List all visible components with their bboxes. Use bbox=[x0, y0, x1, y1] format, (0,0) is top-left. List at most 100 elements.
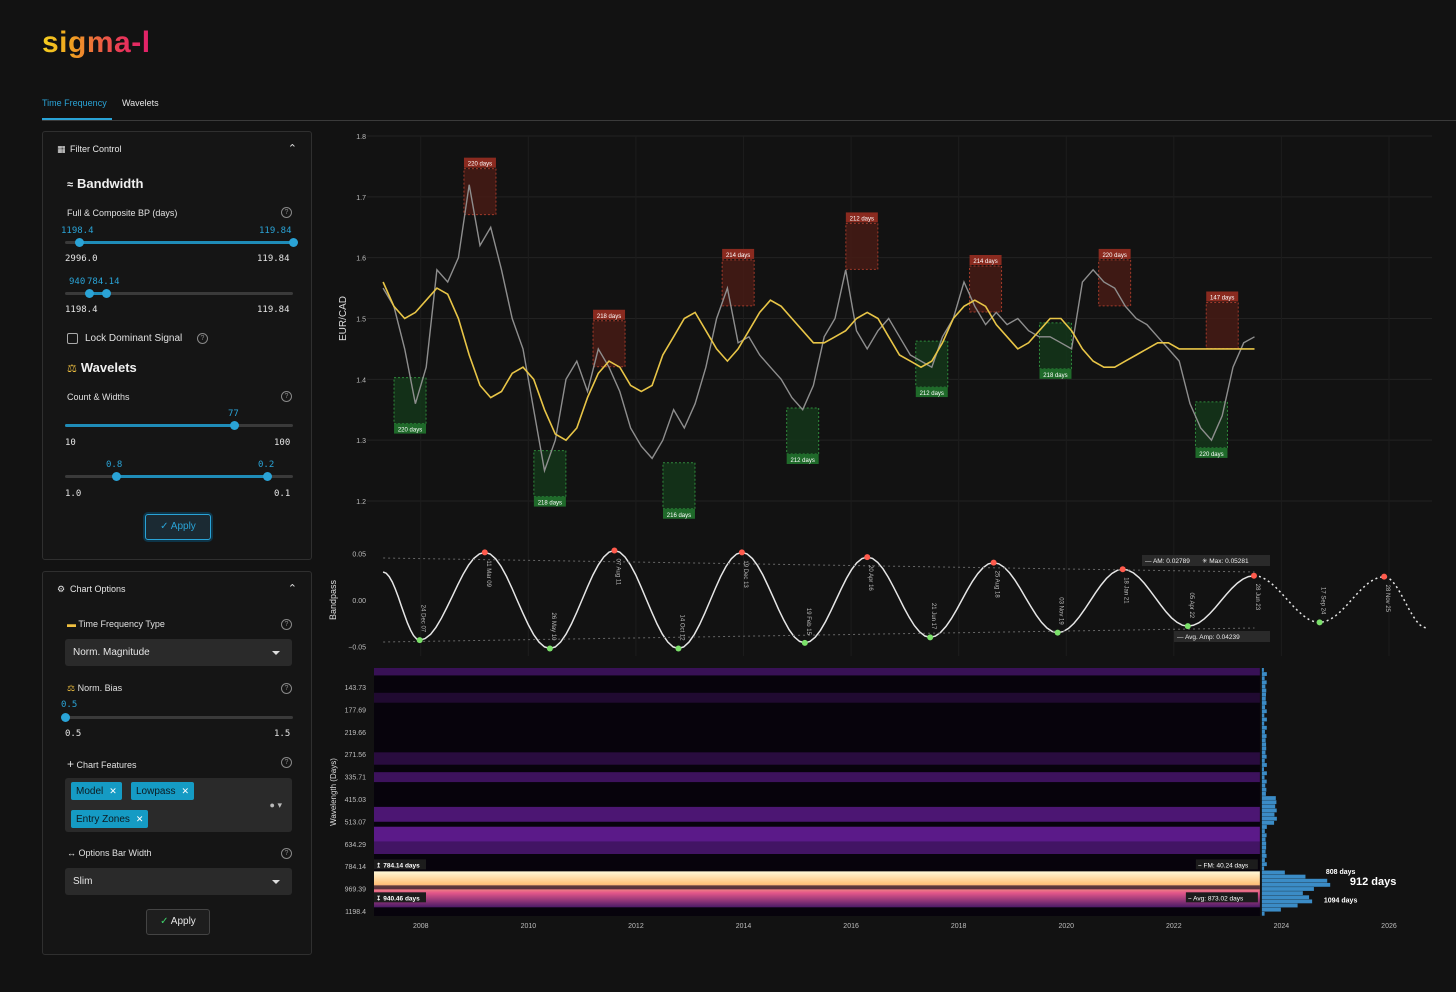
spectrum-bar bbox=[1261, 676, 1265, 681]
spectrum-bar bbox=[1261, 874, 1306, 879]
spectrum-bar bbox=[1261, 911, 1265, 916]
help-icon[interactable]: ? bbox=[281, 683, 292, 694]
waves-icon: ≈ bbox=[67, 179, 74, 191]
year-tick-label: 2018 bbox=[951, 923, 967, 930]
spectrum-bar bbox=[1261, 730, 1265, 734]
plus-icon: + bbox=[67, 757, 75, 771]
count-slider[interactable] bbox=[65, 421, 293, 430]
trough-zone-label: 220 days bbox=[398, 428, 422, 434]
composite-slider-low-handle[interactable] bbox=[85, 289, 94, 298]
remove-chip-icon[interactable]: ✕ bbox=[135, 814, 144, 824]
check-icon: ✓ bbox=[160, 521, 169, 532]
wavelength-tick-label: 335.71 bbox=[345, 775, 367, 782]
widths-range-slider[interactable] bbox=[65, 472, 293, 481]
cycle-date-label: 05 Apr 22 bbox=[1188, 592, 1194, 618]
bp-slider-high-handle[interactable] bbox=[289, 238, 298, 247]
spectrum-bar bbox=[1261, 701, 1267, 705]
tf-type-label: ▬ Time Frequency Type bbox=[67, 619, 165, 629]
remove-chip-icon[interactable]: ✕ bbox=[181, 786, 190, 796]
filter-control-header[interactable]: ▦ Filter Control bbox=[57, 144, 122, 155]
count-slider-value: 77 bbox=[228, 409, 239, 419]
norm-bias-handle[interactable] bbox=[61, 713, 70, 722]
collapse-chevron-icon[interactable]: ⌃ bbox=[287, 583, 297, 595]
bandpass-tick-label: 0.05 bbox=[352, 551, 366, 558]
spectrum-bar bbox=[1261, 734, 1267, 738]
peak-marker bbox=[990, 559, 997, 566]
composite-range-slider[interactable] bbox=[65, 289, 293, 298]
peak-zone-box bbox=[845, 222, 879, 270]
chart-options-title: Chart Options bbox=[70, 584, 126, 594]
spectrum-bar bbox=[1261, 705, 1266, 710]
feature-chip-model[interactable]: Model ✕ bbox=[71, 782, 122, 800]
time-frequency-chart[interactable]: 1.8 1.7 1.6 1.5 1.4 1.3 1.2 EUR/CAD 220 days 218 … bbox=[322, 126, 1456, 936]
norm-bias-slider[interactable] bbox=[61, 713, 293, 722]
trough-marker bbox=[1316, 619, 1323, 626]
cycle-date-label: 14 Oct 12 bbox=[678, 615, 684, 642]
peak-marker bbox=[1381, 573, 1388, 580]
lock-dominant-checkbox[interactable] bbox=[67, 333, 78, 344]
dropdown-caret-icon bbox=[272, 651, 280, 655]
widths-slider-high-handle[interactable] bbox=[263, 472, 272, 481]
gear-icon: ⚙ bbox=[57, 584, 66, 594]
help-icon[interactable]: ? bbox=[281, 619, 292, 630]
dropdown-caret-icon bbox=[272, 880, 280, 884]
help-icon[interactable]: ? bbox=[281, 207, 292, 218]
norm-bias-label-text: Norm. Bias bbox=[77, 683, 123, 693]
trough-entry-zone: 212 days bbox=[915, 340, 949, 398]
multiselect-caret-icon[interactable]: ● ▾ bbox=[269, 800, 282, 810]
wavelength-tick-label: 513.07 bbox=[345, 819, 367, 826]
help-icon[interactable]: ? bbox=[197, 333, 208, 344]
upper-envelope bbox=[383, 557, 1255, 573]
spectrum-bar bbox=[1261, 845, 1267, 850]
tf-type-label-text: Time Frequency Type bbox=[78, 619, 165, 629]
bandwidth-label: Full & Composite BP (days) bbox=[67, 208, 178, 218]
help-icon[interactable]: ? bbox=[281, 848, 292, 859]
widths-slider-low-handle[interactable] bbox=[112, 472, 121, 481]
price-tick-label: 1.4 bbox=[356, 377, 366, 384]
collapse-chevron-icon[interactable]: ⌃ bbox=[287, 143, 297, 155]
tf-type-select[interactable]: Norm. Magnitude bbox=[65, 639, 292, 666]
help-icon[interactable]: ? bbox=[281, 757, 292, 768]
lower-envelope bbox=[383, 627, 1255, 643]
filter-control-title: Filter Control bbox=[70, 144, 122, 154]
chart-apply-label: Apply bbox=[170, 916, 196, 927]
feature-chip-entry-zones[interactable]: Entry Zones ✕ bbox=[71, 810, 149, 828]
cycle-date-label: 24 Dec 07 bbox=[420, 605, 426, 633]
spectrum-bar bbox=[1261, 717, 1267, 722]
price-panel: 1.8 1.7 1.6 1.5 1.4 1.3 1.2 EUR/CAD 220 days 218 … bbox=[338, 134, 1432, 656]
bp-slider-fill bbox=[79, 241, 293, 244]
spectrum-bar bbox=[1261, 787, 1267, 792]
composite-slider-high-handle[interactable] bbox=[102, 289, 111, 298]
filter-apply-button[interactable]: ✓ Apply bbox=[145, 514, 211, 540]
widths-slider-high-value: 0.2 bbox=[258, 460, 275, 470]
bp-slider-low-value: 1198.4 bbox=[61, 226, 94, 236]
chart-apply-button[interactable]: ✓ Apply bbox=[146, 909, 210, 935]
trough-zone-box bbox=[786, 407, 820, 455]
spectrum-bar bbox=[1261, 849, 1266, 854]
wavelength-tick-label: 784.14 bbox=[345, 864, 367, 871]
help-icon[interactable]: ? bbox=[281, 391, 292, 402]
bp-slider-low-handle[interactable] bbox=[75, 238, 84, 247]
spectrum-bar bbox=[1261, 680, 1267, 685]
feature-chip-lowpass[interactable]: Lowpass ✕ bbox=[131, 782, 195, 800]
chart-options-header[interactable]: ⚙ Chart Options bbox=[57, 584, 126, 595]
peak-zone-box bbox=[969, 265, 1003, 313]
cycle-date-label: 21 Jun 17 bbox=[930, 603, 936, 630]
remove-chip-icon[interactable]: ✕ bbox=[109, 786, 117, 796]
trough-zone-tag bbox=[786, 454, 819, 464]
chart-features-multiselect[interactable]: Model ✕ Lowpass ✕ Entry Zones ✕ ● ▾ bbox=[65, 778, 292, 832]
cycle-date-label: 17 Sep 24 bbox=[1320, 587, 1326, 615]
cycle-date-label: 28 Jun 23 bbox=[1254, 584, 1260, 611]
peak-zone-box bbox=[463, 168, 497, 216]
price-tick-label: 1.6 bbox=[356, 256, 366, 263]
chip-label: Entry Zones bbox=[76, 814, 130, 825]
tab-wavelets[interactable]: Wavelets bbox=[122, 98, 159, 108]
bp-range-slider[interactable] bbox=[65, 238, 298, 247]
norm-bias-value: 0.5 bbox=[61, 700, 78, 710]
widths-slider-low-value: 0.8 bbox=[106, 460, 123, 470]
tab-time-frequency[interactable]: Time Frequency bbox=[42, 98, 107, 108]
widths-slider-fill bbox=[116, 475, 267, 478]
upper-band-box bbox=[374, 859, 426, 870]
count-slider-handle[interactable] bbox=[230, 421, 239, 430]
bar-width-select[interactable]: Slim bbox=[65, 868, 292, 895]
